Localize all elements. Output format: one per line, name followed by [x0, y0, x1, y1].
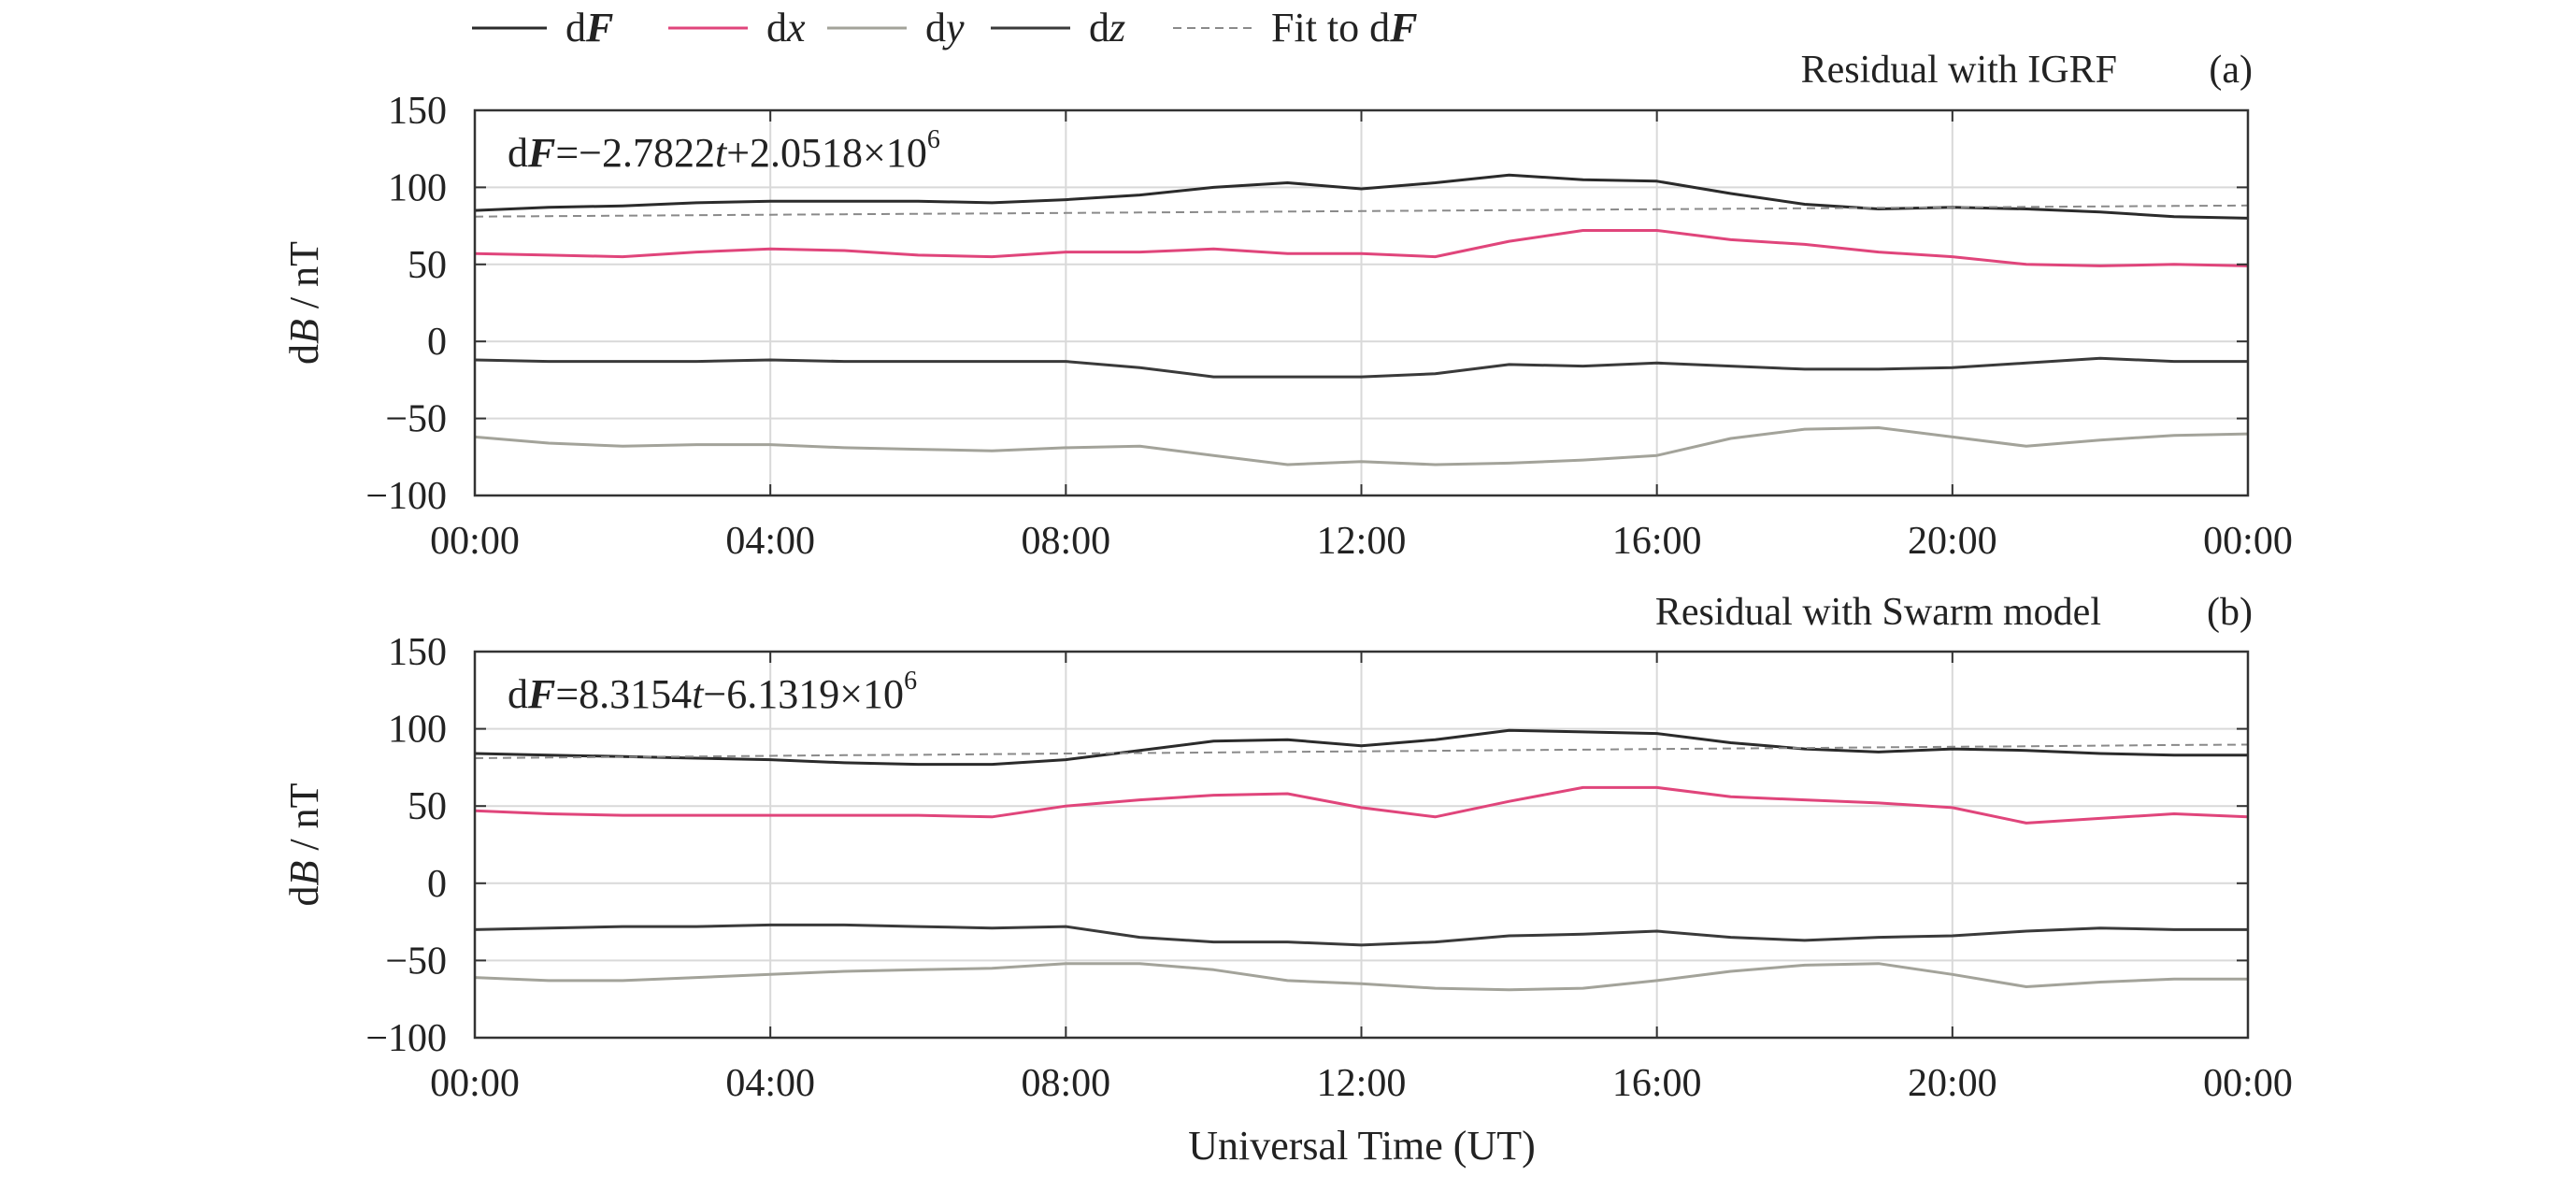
- series-line-fit: [474, 204, 2249, 218]
- y-tick-label: 0: [427, 863, 447, 906]
- fit-equation: dF=−2.7822t+2.0518×106: [508, 125, 940, 176]
- y-tick-label: 150: [388, 631, 447, 674]
- y-axis-title: dB / nT: [281, 241, 327, 365]
- legend-item-dF: dF: [472, 5, 613, 50]
- panel-b-label: (b): [2207, 591, 2253, 634]
- legend-label-dz: dz: [1089, 5, 1125, 50]
- y-tick-label: −50: [385, 398, 447, 441]
- x-tick-label: 20:00: [1908, 520, 1997, 563]
- series-line-dx: [474, 785, 2249, 825]
- panel-b-title: Residual with Swarm model: [1655, 591, 2101, 634]
- y-tick-label: −100: [365, 1017, 447, 1060]
- fit-equation: dF=8.3154t−6.1319×106: [508, 667, 917, 717]
- y-tick-label: 100: [388, 166, 447, 209]
- legend-item-dy: dy: [827, 5, 965, 50]
- x-tick-label: 08:00: [1021, 520, 1110, 563]
- panel-a: Residual with IGRF (a) 00:00 04:00 08:00 12…: [281, 49, 2293, 563]
- x-tick-label: 20:00: [1908, 1062, 1997, 1105]
- legend-item-dx: dx: [668, 5, 806, 50]
- x-axis-title: Universal Time (UT): [1188, 1123, 1536, 1169]
- panel-b: Residual with Swarm model (b) 00:00 04:00…: [281, 591, 2293, 1105]
- legend-label-dy: dy: [925, 5, 965, 50]
- panel-a-label: (a): [2209, 49, 2253, 92]
- legend-item-dz: dz: [991, 5, 1125, 50]
- y-tick-label: −50: [385, 940, 447, 983]
- y-tick-label: 50: [408, 785, 447, 828]
- x-tick-label: 00:00: [2203, 1062, 2293, 1105]
- series-line-dz: [474, 923, 2248, 947]
- y-tick-label: 50: [408, 244, 447, 287]
- x-tick-label: 08:00: [1021, 1062, 1110, 1105]
- legend-label-dx: dx: [766, 5, 806, 50]
- series-line-dy: [474, 962, 2248, 992]
- x-tick-label: 00:00: [430, 1062, 520, 1105]
- panel-a-title: Residual with IGRF: [1801, 49, 2117, 92]
- y-tick-label: 0: [427, 321, 447, 364]
- legend-label-dF: dF: [565, 5, 613, 50]
- series-line-fit: [474, 743, 2249, 759]
- x-tick-label: 00:00: [2203, 520, 2293, 563]
- series-line-dx: [474, 229, 2249, 267]
- legend: dF dx dy dz Fit to dF: [472, 5, 1418, 50]
- x-tick-label: 00:00: [430, 520, 520, 563]
- x-tick-label: 12:00: [1317, 520, 1407, 563]
- y-tick-label: 150: [388, 90, 447, 133]
- series-line-dz: [474, 356, 2248, 379]
- x-tick-label: 16:00: [1612, 1062, 1702, 1105]
- y-tick-label: −100: [365, 475, 447, 518]
- legend-label-fit: Fit to dF: [1271, 5, 1418, 50]
- x-tick-label: 16:00: [1612, 520, 1702, 563]
- series-line-dF: [474, 728, 2248, 767]
- legend-item-fit: Fit to dF: [1173, 5, 1418, 50]
- series-line-dy: [474, 426, 2249, 466]
- y-axis-title: dB / nT: [281, 782, 327, 906]
- x-tick-label: 04:00: [725, 520, 815, 563]
- y-tick-label: 100: [388, 709, 447, 752]
- x-tick-label: 04:00: [725, 1062, 815, 1105]
- x-tick-label: 12:00: [1317, 1062, 1407, 1105]
